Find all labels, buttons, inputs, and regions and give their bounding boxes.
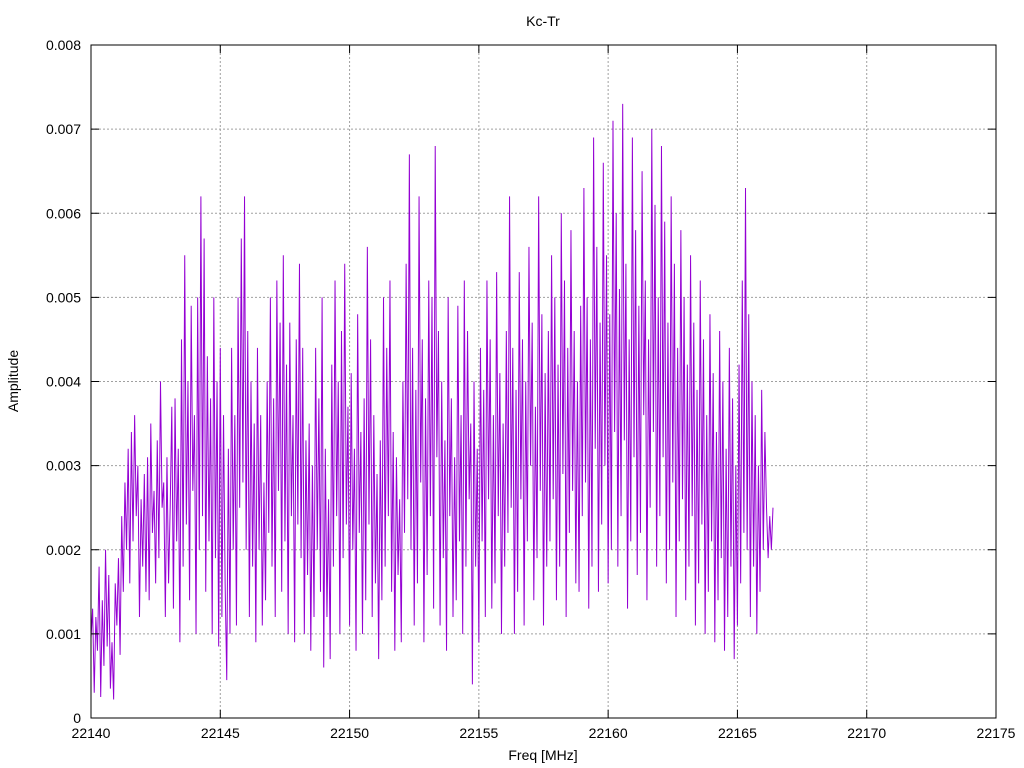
x-tick-label: 22170 — [847, 725, 886, 741]
y-tick-label: 0.006 — [46, 205, 81, 221]
axis-ticks — [90, 44, 997, 719]
y-tick-label: 0.002 — [46, 542, 81, 558]
y-tick-label: 0.001 — [46, 626, 81, 642]
y-tick-label: 0.005 — [46, 289, 81, 305]
x-tick-label: 22155 — [459, 725, 498, 741]
y-tick-label: 0.008 — [46, 37, 81, 53]
y-tick-label: 0.003 — [46, 458, 81, 474]
y-tick-label: 0.007 — [46, 121, 81, 137]
x-tick-label: 22145 — [201, 725, 240, 741]
series-line — [90, 103, 774, 700]
x-tick-label: 22175 — [977, 725, 1016, 741]
chart-title: Kc-Tr — [526, 13, 560, 29]
x-tick-label: 22160 — [589, 725, 628, 741]
series-layer — [90, 103, 774, 700]
x-tick-labels: 22140 22145 22150 22155 22160 22165 22170 22175 — [72, 725, 1016, 741]
x-tick-label: 22150 — [330, 725, 369, 741]
x-tick-label: 22140 — [72, 725, 111, 741]
y-tick-label: 0.004 — [46, 374, 81, 390]
y-tick-label: 0 — [73, 710, 81, 726]
y-tick-labels: 0 0.001 0.002 0.003 0.004 0.005 0.006 0.007 0.00… — [46, 37, 81, 726]
x-tick-label: 22165 — [718, 725, 757, 741]
x-axis-label: Freq [MHz] — [508, 747, 577, 763]
y-axis-label: Amplitude — [5, 350, 21, 412]
